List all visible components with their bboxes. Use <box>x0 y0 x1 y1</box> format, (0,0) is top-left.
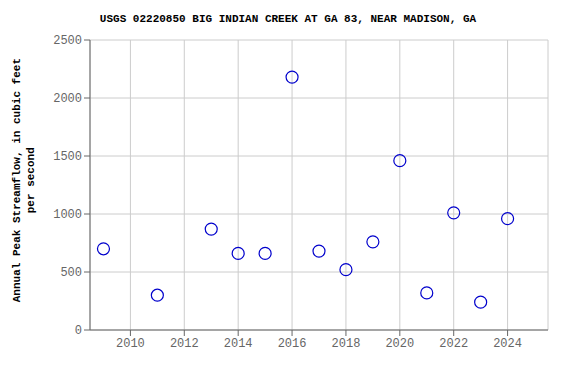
svg-text:2016: 2016 <box>278 337 307 351</box>
html-text:USGS 02220850 BIG INDIAN CREEK: USGS 02220850 BIG INDIAN CREEK AT GA 83,… <box>99 13 477 25</box>
svg-text:2012: 2012 <box>170 337 199 351</box>
svg-text:2000: 2000 <box>53 92 82 106</box>
svg-text:2500: 2500 <box>53 34 82 48</box>
html-text:Annual Peak Streamflow, in cub: Annual Peak Streamflow, in cubic feet <box>11 57 23 303</box>
html-text:per second: per second <box>25 147 37 213</box>
svg-text:2018: 2018 <box>332 337 361 351</box>
svg-text:0: 0 <box>75 324 82 338</box>
svg-text:500: 500 <box>60 266 82 280</box>
svg-text:1000: 1000 <box>53 208 82 222</box>
svg-text:2020: 2020 <box>385 337 414 351</box>
svg-text:1500: 1500 <box>53 150 82 164</box>
svg-text:2022: 2022 <box>439 337 468 351</box>
svg-text:2010: 2010 <box>116 337 145 351</box>
svg-text:2024: 2024 <box>493 337 522 351</box>
svg-text:2014: 2014 <box>224 337 253 351</box>
